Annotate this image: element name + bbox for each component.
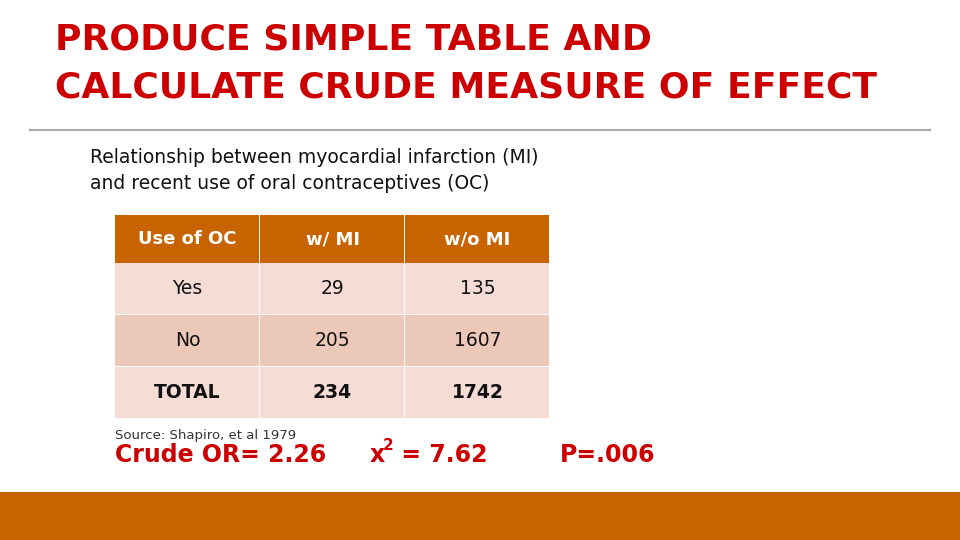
Bar — [0, 492, 960, 540]
Bar — [405, 315, 549, 366]
Text: Yes: Yes — [173, 280, 203, 299]
Bar — [115, 315, 259, 366]
Bar — [115, 367, 259, 418]
Text: 205: 205 — [315, 332, 350, 350]
Text: P=.006: P=.006 — [560, 443, 656, 467]
Bar — [405, 263, 549, 314]
Text: w/o MI: w/o MI — [444, 230, 511, 248]
Bar — [115, 215, 259, 263]
Text: 29: 29 — [321, 280, 345, 299]
Text: No: No — [175, 332, 201, 350]
Text: Crude OR= 2.26: Crude OR= 2.26 — [115, 443, 326, 467]
Text: and recent use of oral contraceptives (OC): and recent use of oral contraceptives (O… — [90, 174, 490, 193]
Text: Relationship between myocardial infarction (MI): Relationship between myocardial infarcti… — [90, 148, 539, 167]
Text: w/ MI: w/ MI — [305, 230, 359, 248]
Bar — [115, 263, 259, 314]
Text: Source: Shapiro, et al 1979: Source: Shapiro, et al 1979 — [115, 429, 296, 442]
Bar — [260, 367, 404, 418]
Text: PRODUCE SIMPLE TABLE AND: PRODUCE SIMPLE TABLE AND — [55, 22, 652, 56]
Text: 135: 135 — [460, 280, 495, 299]
Text: CALCULATE CRUDE MEASURE OF EFFECT: CALCULATE CRUDE MEASURE OF EFFECT — [55, 70, 877, 104]
Text: = 7.62: = 7.62 — [393, 443, 488, 467]
Text: 1742: 1742 — [451, 383, 503, 402]
Text: TOTAL: TOTAL — [155, 383, 221, 402]
Text: Use of OC: Use of OC — [138, 230, 237, 248]
Text: x: x — [370, 443, 385, 467]
Bar — [260, 263, 404, 314]
Bar — [260, 315, 404, 366]
Bar — [405, 215, 549, 263]
Bar — [405, 367, 549, 418]
Bar — [260, 215, 404, 263]
Text: 1607: 1607 — [454, 332, 501, 350]
Text: 2: 2 — [383, 437, 394, 453]
Text: 234: 234 — [313, 383, 352, 402]
